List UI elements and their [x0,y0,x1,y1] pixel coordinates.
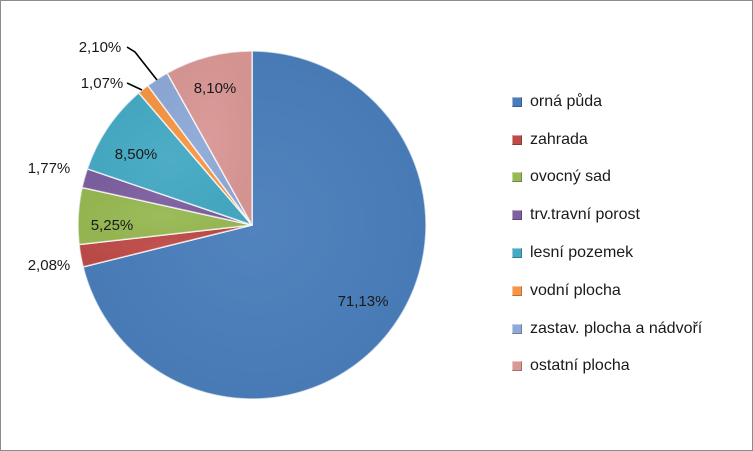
legend-marker [512,96,522,107]
legend-marker [512,172,522,183]
legend-label: orná půda [530,92,603,110]
legend-label: zahrada [530,130,588,148]
legend-label: vodní plocha [530,281,621,299]
legend-marker [512,134,522,145]
slice-data-label: 5,25% [91,217,134,234]
legend-marker [512,210,522,221]
pie-slice-shading [138,85,252,225]
slice-data-label: 71,13% [338,293,389,310]
legend-item: ostatní plocha [512,348,750,386]
leader-line [126,82,143,91]
slice-data-label: 2,10% [79,39,122,56]
legend-marker [512,323,522,334]
legend-marker [512,248,522,259]
pie-slice-shading [147,73,252,225]
pie-slice-shading [79,225,252,267]
legend-item: vodní plocha [512,272,750,310]
legend-label: ostatní plocha [530,357,630,375]
legend-item: zahrada [512,121,750,159]
slice-data-label: 8,50% [115,146,158,163]
legend-label: ovocný sad [530,168,611,186]
pie-slice-shading [87,92,252,225]
slice-data-label: 2,08% [28,257,71,274]
legend-item: lesní pozemek [512,234,750,272]
pie-slice-shading [78,187,252,245]
legend-item: trv.travní porost [512,196,750,234]
legend-label: zastav. plocha a nádvoří [530,319,703,337]
legend-label: lesní pozemek [530,244,634,262]
pie-slice-shading [83,51,427,399]
legend-item: orná půda [512,83,750,121]
slice-data-label: 8,10% [194,80,237,97]
legend-marker [512,361,522,372]
slice-data-label: 1,07% [81,75,124,92]
legend-item: ovocný sad [512,159,750,197]
slice-data-label: 1,77% [28,160,71,177]
legend-marker [512,285,522,296]
pie-slice-shading [167,51,252,225]
legend-item: zastav. plocha a nádvoří [512,310,750,348]
legend: orná půda zahrada ovocný sad trv.travní … [512,83,750,385]
leader-line [126,46,158,81]
legend-label: trv.travní porost [530,206,640,224]
